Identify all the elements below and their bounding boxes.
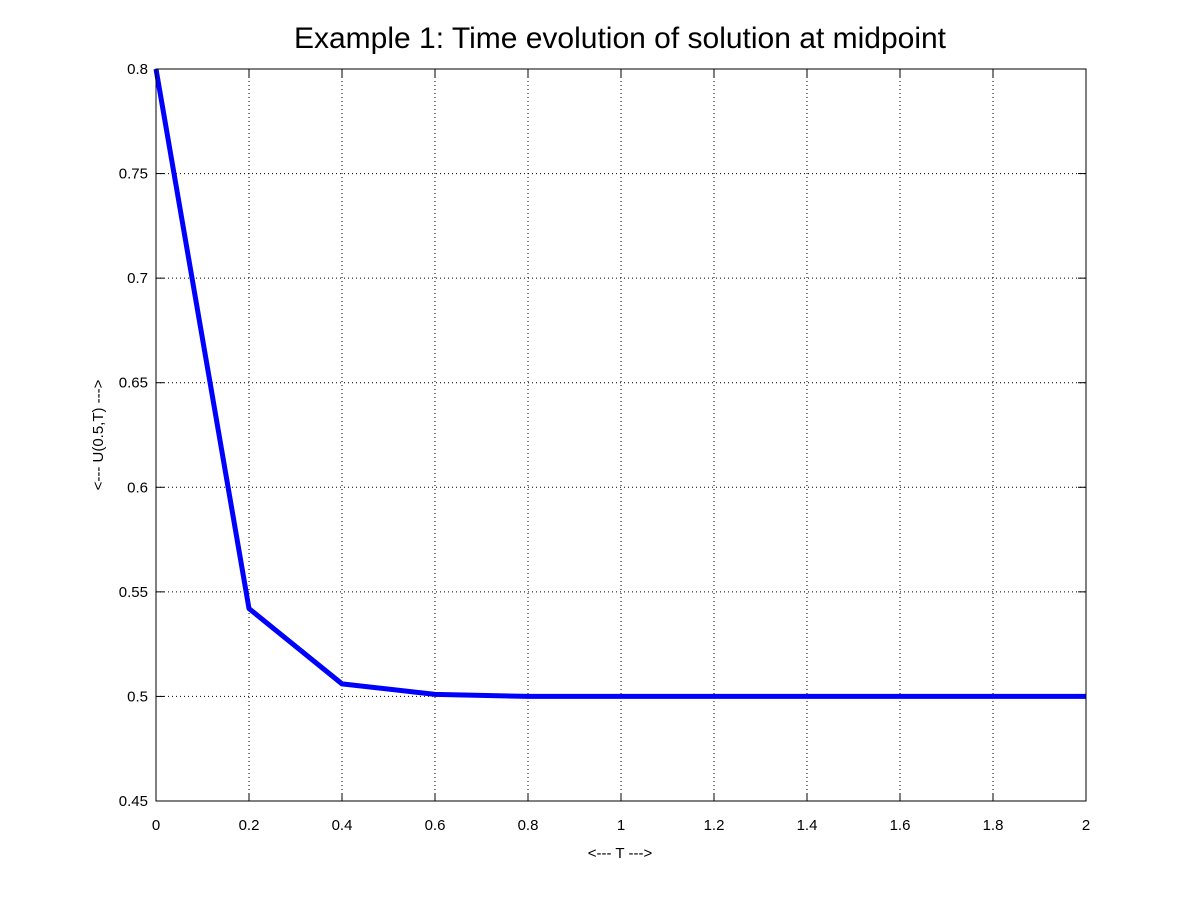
y-tick-label: 0.45 [119,793,148,810]
chart-title: Example 1: Time evolution of solution at… [294,22,947,55]
y-tick-label: 0.8 [127,61,148,78]
series [153,68,1086,699]
x-tick-label: 1.2 [704,817,725,834]
y-tick-label: 0.75 [119,166,148,183]
x-tick-label: 0.4 [332,817,353,834]
x-tick-label: 1.8 [983,817,1004,834]
x-tick-label: 0.8 [518,817,539,834]
y-tick-label: 0.65 [119,375,148,392]
x-tick-label: 0 [152,817,160,834]
x-tick-label: 0.2 [239,817,260,834]
tick-labels: 0 0.2 0.4 0.6 0.8 1 1.2 1.4 1.6 1.8 2 0.45 0.5 0.55 0.… [119,61,1090,834]
y-axis-label: <--- U(0.5,T) ---> [90,379,107,490]
y-tick-label: 0.6 [127,479,148,496]
x-tick-label: 1.6 [890,817,911,834]
y-tick-label: 0.55 [119,584,148,601]
y-tick-label: 0.7 [127,270,148,287]
x-tick-label: 1.4 [797,817,818,834]
series-line-1 [153,68,1086,699]
x-axis-label: <--- T ---> [588,845,653,862]
x-tick-label: 0.6 [425,817,446,834]
x-tick-label: 1 [617,817,625,834]
x-tick-label: 2 [1082,817,1090,834]
y-tick-label: 0.5 [127,688,148,705]
plot-frame [155,68,1087,802]
